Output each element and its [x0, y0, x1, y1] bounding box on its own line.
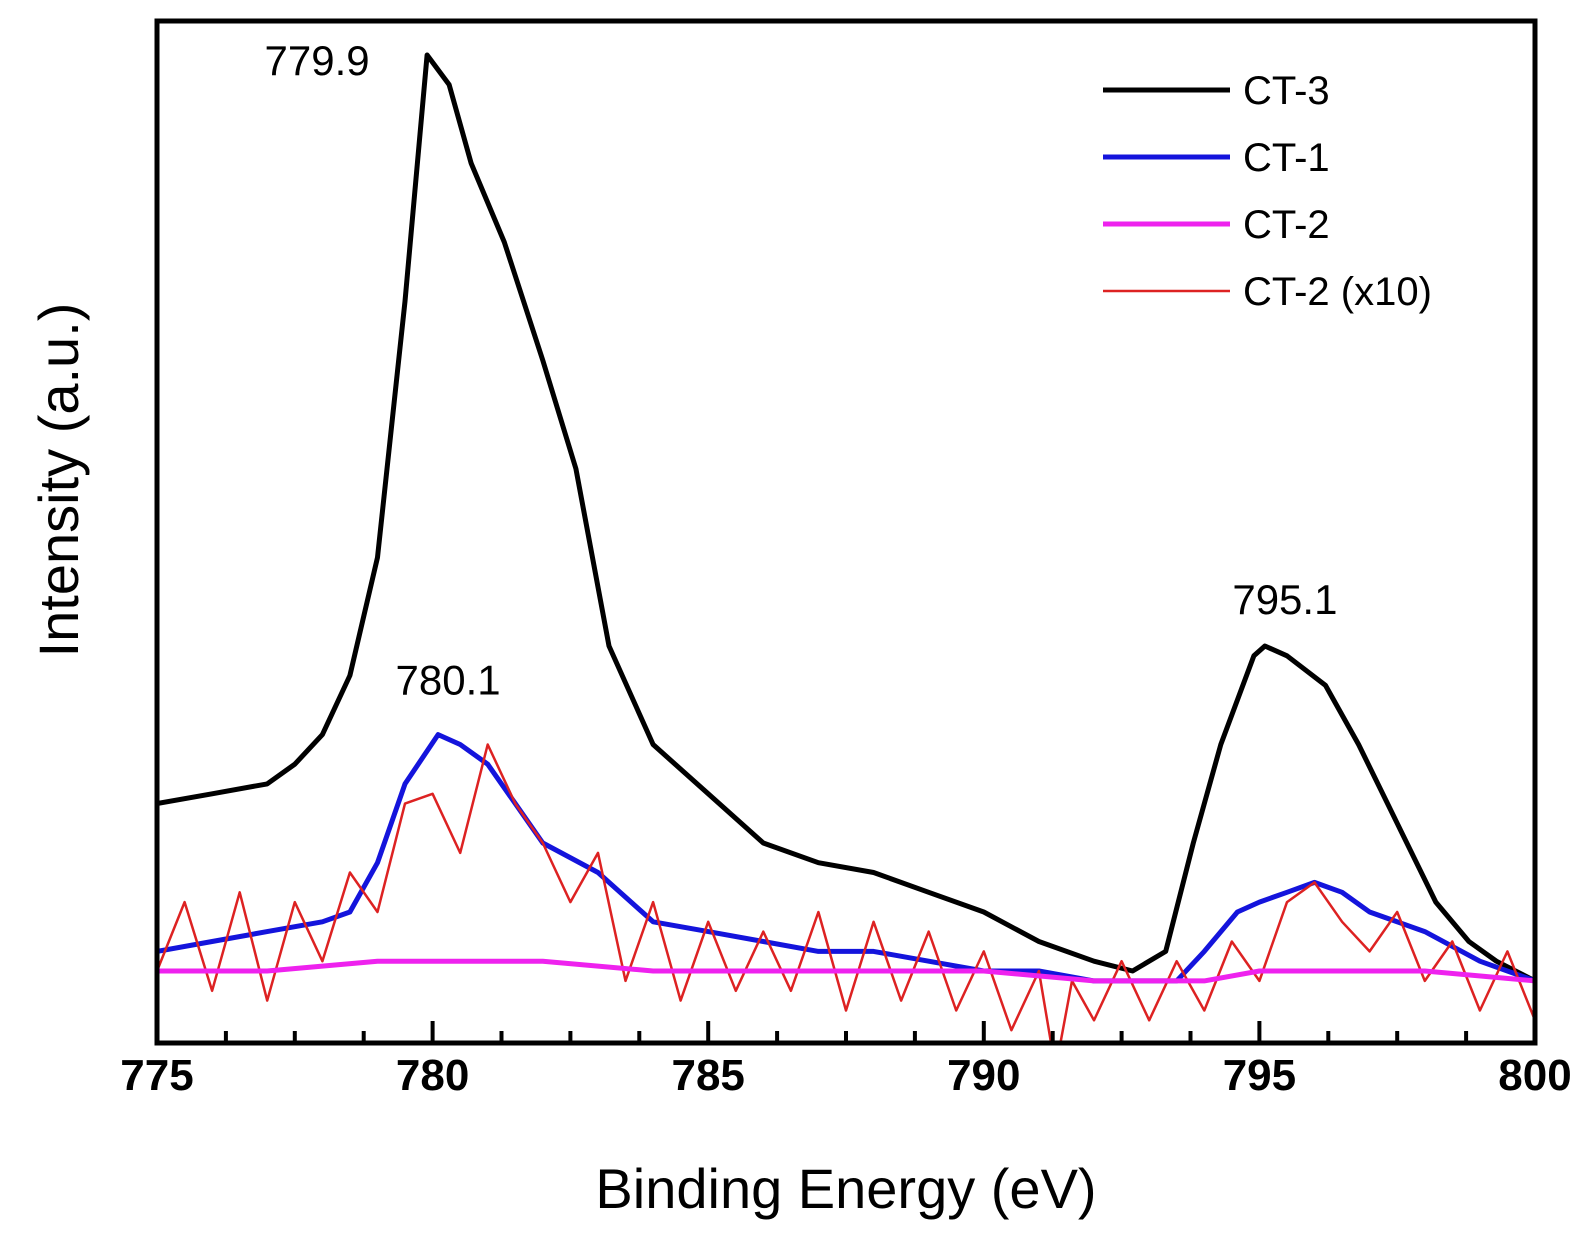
x-axis-title: Binding Energy (eV) [595, 1157, 1096, 1220]
legend-label: CT-1 [1243, 136, 1330, 180]
peak-label: 779.9 [265, 37, 370, 84]
legend: CT-3 CT-1 CT-2 CT-2 (x10) [1103, 69, 1432, 314]
legend-label: CT-3 [1243, 69, 1330, 113]
x-tick-label: 775 [120, 1051, 193, 1100]
series-layer [157, 52, 1535, 1043]
series-line-ct-2 [157, 958, 1535, 984]
legend-label: CT-2 (x10) [1243, 270, 1432, 314]
peak-label: 795.1 [1232, 576, 1337, 623]
series-line-ct-3 [157, 52, 1535, 984]
x-tick-label: 800 [1498, 1051, 1571, 1100]
x-tick-label: 790 [947, 1051, 1020, 1100]
series-line-ct-1 [157, 732, 1535, 984]
peak-annotations: 779.9 780.1 795.1 [265, 37, 1338, 704]
legend-label: CT-2 [1243, 203, 1330, 247]
x-axis-ticks: 775 780 785 790 795 800 [120, 1021, 1572, 1100]
peak-label: 780.1 [396, 657, 501, 704]
x-tick-label: 780 [396, 1051, 469, 1100]
y-axis-title: Intensity (a.u.) [27, 303, 90, 658]
series-line-ct-2-x10 [157, 743, 1535, 1043]
x-tick-label: 785 [671, 1051, 744, 1100]
x-tick-label: 795 [1223, 1051, 1296, 1100]
